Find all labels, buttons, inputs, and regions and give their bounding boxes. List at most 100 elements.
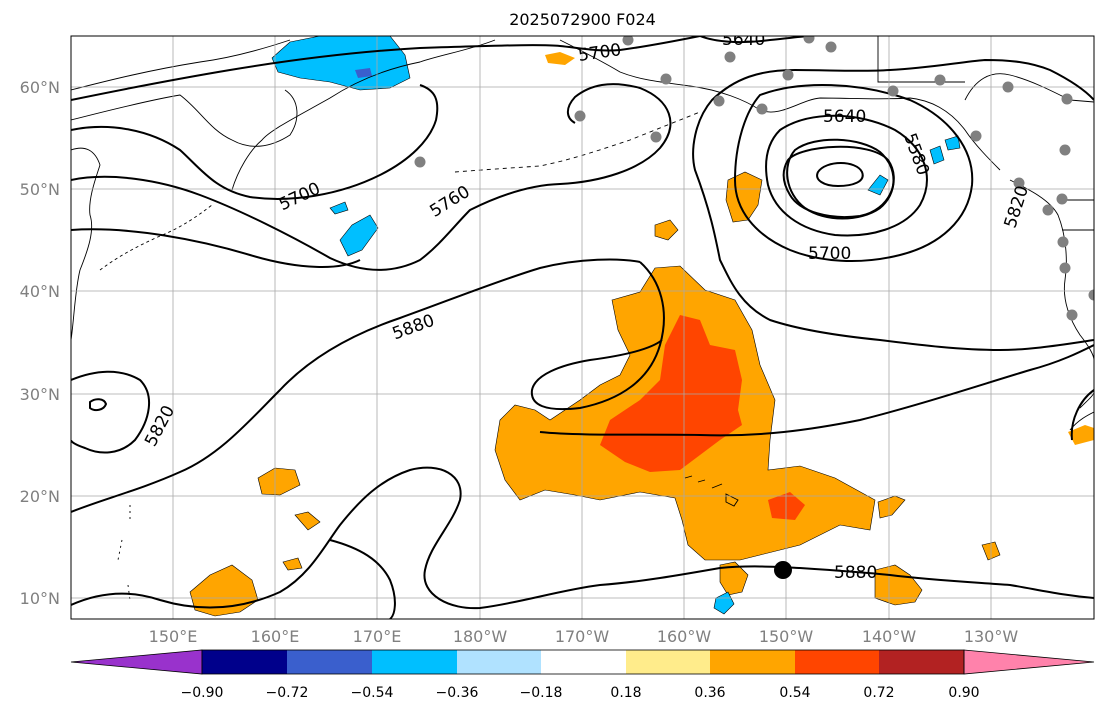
lon-label: 150°W	[759, 627, 814, 646]
contour-5700-north	[71, 36, 701, 101]
station-marker	[782, 69, 794, 81]
station-marker	[1056, 193, 1068, 205]
colorbar-tick-labels: −0.90 −0.72 −0.54 −0.36 −0.18 0.18 0.36 …	[181, 685, 980, 701]
contour-5880-main	[71, 258, 641, 513]
colorbar-segment	[372, 650, 457, 674]
lat-label: 30°N	[20, 385, 60, 404]
negative-anomaly-region-north	[271, 36, 411, 91]
station-marker	[825, 41, 837, 53]
positive-anomaly-region-south2	[719, 561, 749, 596]
colorbar-tick-label: 0.18	[610, 685, 641, 701]
station-marker	[887, 85, 899, 97]
station-marker	[1088, 289, 1094, 301]
colorbar-segment	[457, 650, 541, 674]
colorbar-segment	[626, 650, 710, 674]
station-marker	[756, 103, 768, 115]
station-marker	[650, 131, 662, 143]
colorbar-extend-high	[963, 649, 1095, 675]
station-markers	[414, 36, 1094, 321]
colorbar-tick-label: 0.72	[863, 685, 894, 701]
contour-low-5700	[733, 83, 974, 262]
colorbar	[70, 649, 1095, 675]
colorbar-segment	[541, 650, 626, 674]
lat-label: 40°N	[20, 282, 60, 301]
contour-label: 5640	[823, 107, 866, 127]
station-marker	[724, 51, 736, 63]
contour-5880-loop	[530, 261, 665, 411]
contour-low-inner2	[816, 162, 864, 188]
contour-5820-small	[89, 398, 108, 412]
station-marker	[660, 73, 672, 85]
lat-label: 20°N	[20, 487, 60, 506]
coastline-kuril	[99, 204, 213, 271]
contour-label: 5880	[834, 563, 877, 583]
positive-anomaly-region-west4	[282, 557, 303, 571]
coastline-kamchatka	[71, 39, 298, 147]
colorbar-segment	[287, 650, 372, 674]
station-marker	[1042, 204, 1054, 216]
lon-label: 140°W	[862, 627, 917, 646]
contour-5640-top	[699, 36, 811, 44]
colorbar-frame	[201, 649, 965, 675]
station-marker	[803, 36, 815, 44]
coastline-us-west	[1009, 179, 1094, 361]
station-marker	[1057, 236, 1069, 248]
negative-anomaly-region-small1	[329, 201, 349, 215]
station-marker	[1066, 309, 1078, 321]
lon-label: 160°W	[657, 627, 712, 646]
contour-5760	[71, 83, 672, 271]
coastline-bc	[964, 73, 1094, 103]
negative-anomaly-region-alaska2	[929, 145, 945, 165]
colorbar-tick-label: −0.72	[266, 685, 309, 701]
colorbar-tick-label: −0.90	[181, 685, 224, 701]
map-background	[71, 36, 1094, 619]
coastline-alaska	[559, 39, 1001, 171]
positive-anomaly-region-small2	[877, 495, 906, 519]
map-title: 2025072900 F024	[509, 10, 656, 29]
negative-anomaly-region-alaska3	[944, 135, 961, 151]
positive-anomaly-region-east	[654, 219, 679, 241]
lon-label: 170°E	[353, 627, 402, 646]
colorbar-tick-label: 0.36	[694, 685, 725, 701]
highlight-station-marker	[774, 561, 792, 579]
strong-anomaly-region-central	[600, 315, 742, 472]
station-marker	[1061, 93, 1073, 105]
contour-label: 5640	[722, 30, 765, 50]
lon-label: 130°W	[964, 627, 1019, 646]
map-frame	[70, 35, 1095, 620]
gridlines	[71, 36, 1094, 619]
coastline-marianas	[117, 505, 131, 601]
negative-anomaly-region-bering	[339, 214, 379, 257]
coastlines	[71, 36, 1094, 601]
lon-label: 180°W	[453, 627, 508, 646]
station-marker	[574, 110, 586, 122]
positive-anomaly-region-edge	[1068, 425, 1094, 445]
contour-5700-mid	[71, 84, 439, 200]
strong-anomaly-region-south	[768, 492, 805, 520]
contour-label: 5700	[808, 244, 851, 264]
height-contours	[71, 36, 1094, 619]
colorbar-segment	[202, 650, 287, 674]
contour-5880-east	[539, 344, 1094, 437]
colorbar-extend-low	[70, 649, 203, 675]
lat-label: 50°N	[20, 180, 60, 199]
negative-anomaly-region-south	[713, 591, 735, 615]
station-marker	[934, 74, 946, 86]
coastline-russia-east	[231, 39, 496, 191]
station-marker	[414, 156, 426, 168]
contour-5820-north	[71, 58, 1094, 352]
colorbar-segment	[710, 650, 795, 674]
lon-label: 150°E	[149, 627, 198, 646]
contour-5880-south	[71, 466, 1094, 610]
station-marker	[713, 95, 725, 107]
colorbar-segment	[879, 650, 964, 674]
station-marker	[622, 36, 634, 46]
latitude-labels: 10°N 20°N 30°N 40°N 50°N 60°N	[20, 78, 60, 608]
positive-anomaly-region-north	[545, 52, 575, 65]
lat-label: 10°N	[20, 589, 60, 608]
coastline-hawaii	[684, 475, 739, 507]
colorbar-tick-label: −0.54	[351, 685, 394, 701]
contour-5880-south2	[329, 539, 396, 619]
positive-anomaly-region-west3	[294, 511, 321, 531]
